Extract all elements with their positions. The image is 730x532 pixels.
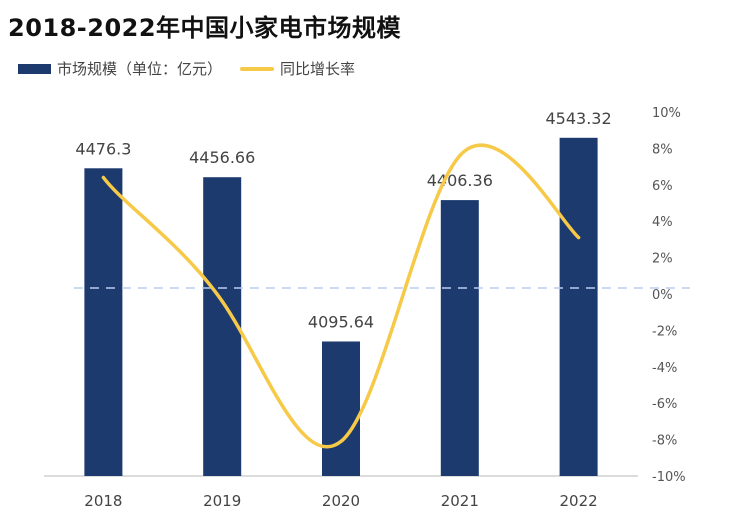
legend-line-swatch: [240, 66, 275, 71]
right-tick: 4%: [652, 215, 673, 230]
data-label-2018: 4476.3: [75, 139, 131, 158]
x-tick-2019: 2019: [203, 492, 241, 510]
data-label-2019: 4456.66: [189, 148, 255, 167]
x-tick-2021: 2021: [441, 492, 479, 510]
chart-title: 2018-2022年中国小家电市场规模: [8, 14, 402, 42]
right-tick: -10%: [652, 470, 686, 485]
legend-bar-swatch: [18, 63, 51, 74]
right-tick: 6%: [652, 179, 673, 194]
data-label-2021: 4406.36: [427, 171, 493, 190]
legend-line-label: 同比增长率: [280, 60, 356, 78]
data-label-2020: 4095.64: [308, 312, 374, 331]
x-tick-2022: 2022: [560, 492, 598, 510]
x-tick-2018: 2018: [84, 492, 122, 510]
legend: 市场规模（单位：亿元） 同比增长率: [18, 58, 355, 79]
right-tick: 10%: [652, 106, 681, 121]
bar-2020: [322, 341, 360, 476]
right-tick: -6%: [652, 397, 677, 412]
legend-bar-label: 市场规模（单位：亿元）: [57, 60, 223, 78]
bar-2022: [559, 137, 598, 476]
right-tick: 2%: [652, 252, 673, 267]
bar-2021: [440, 200, 479, 476]
right-tick: -8%: [652, 434, 677, 449]
data-label-2022: 4543.32: [546, 109, 612, 128]
growth-rate-line: [101, 143, 581, 449]
x-tick-2020: 2020: [322, 492, 360, 510]
right-tick: 0%: [652, 288, 673, 303]
right-tick: -4%: [652, 361, 677, 376]
right-tick: 8%: [652, 142, 673, 157]
bar-2019: [203, 177, 242, 476]
right-tick: -2%: [652, 324, 677, 339]
bar-2018: [84, 168, 123, 476]
